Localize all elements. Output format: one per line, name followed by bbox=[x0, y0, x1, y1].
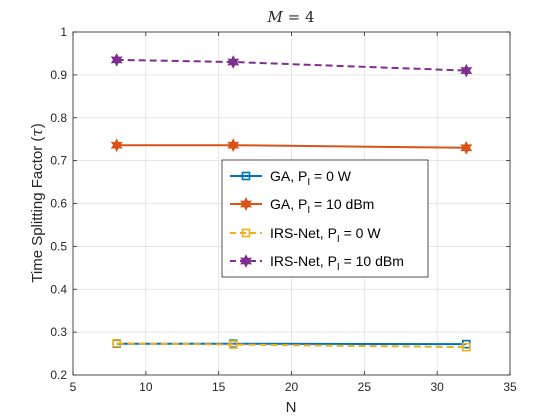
legend-swatch-marker bbox=[241, 171, 251, 181]
y-tick-label: 0.6 bbox=[50, 197, 67, 211]
legend-label-sub: I bbox=[307, 205, 310, 216]
y-axis-label-close: ) bbox=[29, 123, 46, 128]
x-tick-label: 30 bbox=[430, 380, 444, 394]
legend-label-sub: I bbox=[307, 177, 310, 188]
series-group bbox=[110, 52, 473, 352]
series-2 bbox=[112, 338, 471, 352]
data-point bbox=[227, 138, 240, 153]
y-tick-label: 0.8 bbox=[50, 111, 67, 125]
legend-entry-0: GA, PI = 0 W bbox=[230, 168, 352, 188]
chart-title: M = 4 bbox=[266, 8, 314, 26]
x-tick-label: 10 bbox=[139, 380, 153, 394]
y-tick-label: 0.7 bbox=[50, 154, 67, 168]
series-1 bbox=[110, 138, 473, 155]
x-tick-label: 5 bbox=[70, 380, 77, 394]
legend-label-rest: = 10 dBm bbox=[310, 196, 374, 212]
legend-entry-2: IRS-Net, PI = 0 W bbox=[230, 225, 381, 245]
axis-ticks bbox=[72, 31, 511, 376]
legend-label-rest: = 0 W bbox=[340, 225, 382, 241]
y-tick-label: 0.3 bbox=[50, 325, 67, 339]
x-tick-labels: 5 10 15 20 25 30 35 bbox=[70, 380, 517, 394]
data-point bbox=[228, 340, 238, 349]
series-line-2 bbox=[116, 342, 467, 349]
data-point bbox=[461, 342, 471, 352]
title-rest: = 4 bbox=[283, 8, 315, 26]
legend-label: GA, PI = 10 dBm bbox=[270, 196, 374, 216]
data-point bbox=[460, 140, 473, 155]
legend-swatch-marker bbox=[241, 228, 251, 238]
data-point bbox=[110, 138, 123, 153]
y-axis-label-text: Time Splitting Factor ( bbox=[29, 137, 46, 283]
legend-label: IRS-Net, PI = 0 W bbox=[270, 225, 381, 245]
x-tick-label: 20 bbox=[285, 380, 299, 394]
y-tick-label: 1 bbox=[60, 25, 67, 39]
y-tick-label: 0.2 bbox=[50, 368, 67, 382]
legend-label-main: GA, P bbox=[270, 168, 307, 184]
x-tick-label: 35 bbox=[503, 380, 517, 394]
legend-swatch-marker bbox=[240, 197, 252, 211]
x-tick-label: 25 bbox=[358, 380, 372, 394]
y-tick-label: 0.9 bbox=[50, 68, 67, 82]
y-axis-label: Time Splitting Factor (τ) bbox=[28, 123, 46, 282]
x-axis-label: N bbox=[286, 399, 297, 416]
legend-label-main: IRS-Net, P bbox=[270, 253, 337, 269]
data-point bbox=[112, 338, 121, 348]
y-axis-label-symbol: τ bbox=[28, 128, 46, 137]
legend-label-sub: I bbox=[337, 262, 340, 273]
legend-label-sub: I bbox=[337, 234, 340, 245]
legend-label-main: GA, P bbox=[270, 196, 307, 212]
series-3 bbox=[110, 52, 473, 78]
legend-box bbox=[221, 159, 429, 278]
legend-swatch-marker bbox=[240, 254, 252, 268]
y-tick-labels: 0.2 0.3 0.4 0.5 0.6 0.7 0.8 0.9 1 bbox=[50, 25, 67, 382]
y-tick-label: 0.5 bbox=[50, 239, 67, 253]
data-point bbox=[227, 55, 240, 69]
x-tick-label: 15 bbox=[212, 380, 226, 394]
legend-label-rest: = 10 dBm bbox=[340, 253, 404, 269]
legend-label: IRS-Net, PI = 10 dBm bbox=[270, 253, 404, 273]
legend-label: GA, PI = 0 W bbox=[270, 168, 352, 188]
title-math: M bbox=[266, 8, 283, 26]
legend-label-main: IRS-Net, P bbox=[270, 225, 337, 241]
y-tick-label: 0.4 bbox=[50, 282, 67, 296]
data-point bbox=[460, 63, 473, 78]
data-point bbox=[110, 52, 123, 67]
legend-label-rest: = 0 W bbox=[310, 168, 352, 184]
legend-entry-1: GA, PI = 10 dBm bbox=[230, 196, 374, 216]
legend-entry-3: IRS-Net, PI = 10 dBm bbox=[230, 253, 404, 273]
